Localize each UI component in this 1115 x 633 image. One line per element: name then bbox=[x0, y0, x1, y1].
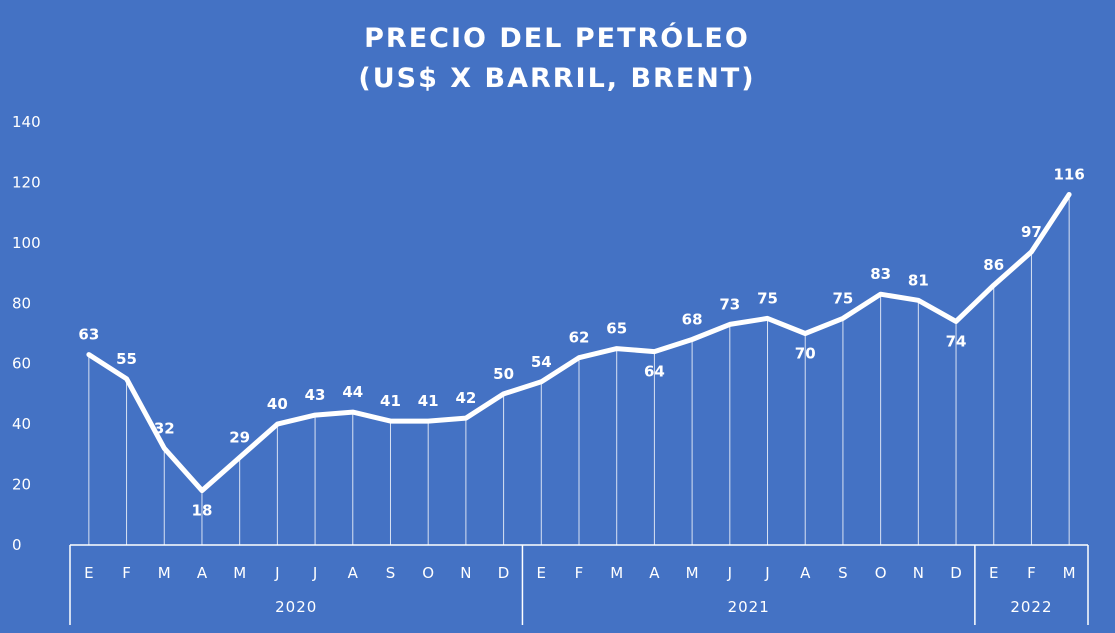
x-tick-label: F bbox=[122, 564, 131, 582]
year-group-label: 2020 bbox=[275, 598, 317, 616]
x-tick-label: F bbox=[1027, 564, 1036, 582]
y-tick-label: 140 bbox=[12, 113, 41, 131]
x-tick-label: E bbox=[84, 564, 93, 582]
x-tick-label: A bbox=[197, 564, 208, 582]
data-label: 73 bbox=[719, 295, 740, 313]
x-tick-label: A bbox=[649, 564, 660, 582]
data-label: 75 bbox=[757, 289, 778, 307]
data-label: 83 bbox=[870, 265, 891, 283]
data-labels: 63 55 32 18 29 40 43 44 41 41 42 50 54 62 65 64 68 73 75 70… bbox=[78, 166, 1084, 520]
year-group-label: 2022 bbox=[1010, 598, 1052, 616]
data-label: 42 bbox=[455, 389, 476, 407]
x-tick-label: O bbox=[875, 564, 887, 582]
x-tick-label: D bbox=[950, 564, 962, 582]
data-label: 64 bbox=[644, 363, 665, 381]
series-line bbox=[86, 192, 1072, 494]
price-series bbox=[86, 192, 1072, 494]
x-tick-label: A bbox=[348, 564, 359, 582]
data-label: 70 bbox=[795, 345, 816, 363]
y-tick-label: 100 bbox=[12, 234, 41, 252]
x-tick-label: J bbox=[764, 564, 769, 582]
y-tick-label: 60 bbox=[12, 355, 31, 373]
data-label: 81 bbox=[908, 271, 929, 289]
data-label: 68 bbox=[682, 311, 703, 329]
data-label: 29 bbox=[229, 428, 250, 446]
data-label: 54 bbox=[531, 353, 552, 371]
data-label: 74 bbox=[946, 332, 967, 350]
x-tick-label: S bbox=[386, 564, 396, 582]
x-tick-label: N bbox=[913, 564, 924, 582]
y-axis: 0 20 40 60 80 100 120 140 bbox=[12, 113, 41, 554]
x-tick-label: M bbox=[1063, 564, 1076, 582]
y-tick-label: 0 bbox=[12, 536, 22, 554]
x-tick-label: M bbox=[233, 564, 246, 582]
data-label: 40 bbox=[267, 395, 288, 413]
chart-title-line-2: (US$ X BARRIL, BRENT) bbox=[358, 63, 755, 94]
x-tick-label: F bbox=[575, 564, 584, 582]
data-label: 75 bbox=[832, 289, 853, 307]
chart-title-line-1: PRECIO DEL PETRÓLEO bbox=[364, 22, 750, 54]
drop-lines bbox=[88, 194, 1070, 545]
y-tick-label: 40 bbox=[12, 415, 31, 433]
x-tick-label: J bbox=[274, 564, 279, 582]
x-tick-label: M bbox=[686, 564, 699, 582]
x-tick-label: N bbox=[460, 564, 471, 582]
x-tick-label: M bbox=[610, 564, 623, 582]
x-tick-label: J bbox=[312, 564, 317, 582]
x-tick-label: E bbox=[989, 564, 998, 582]
data-label: 43 bbox=[305, 386, 326, 404]
x-tick-label: E bbox=[537, 564, 546, 582]
data-label: 55 bbox=[116, 350, 137, 368]
data-label: 86 bbox=[983, 256, 1004, 274]
x-axis: E F M A M J J A S O N D E F M A M J J A S O N D E F M 2020 2021 2022 bbox=[69, 544, 1089, 625]
data-label: 116 bbox=[1053, 166, 1084, 184]
data-label: 44 bbox=[342, 383, 363, 401]
x-tick-label: S bbox=[838, 564, 848, 582]
x-tick-label: A bbox=[800, 564, 811, 582]
data-label: 18 bbox=[192, 502, 213, 520]
data-label: 65 bbox=[606, 320, 627, 338]
x-tick-label: D bbox=[498, 564, 510, 582]
data-label: 41 bbox=[418, 392, 439, 410]
year-group-label: 2021 bbox=[728, 598, 770, 616]
x-tick-label: J bbox=[727, 564, 732, 582]
data-label: 41 bbox=[380, 392, 401, 410]
data-label: 62 bbox=[569, 329, 590, 347]
data-label: 50 bbox=[493, 365, 514, 383]
data-label: 63 bbox=[78, 326, 99, 344]
y-tick-label: 120 bbox=[12, 173, 41, 191]
data-label: 32 bbox=[154, 419, 175, 437]
data-label: 97 bbox=[1021, 223, 1042, 241]
x-tick-label: M bbox=[158, 564, 171, 582]
y-tick-label: 80 bbox=[12, 294, 31, 312]
x-tick-label: O bbox=[422, 564, 434, 582]
y-tick-label: 20 bbox=[12, 476, 31, 494]
